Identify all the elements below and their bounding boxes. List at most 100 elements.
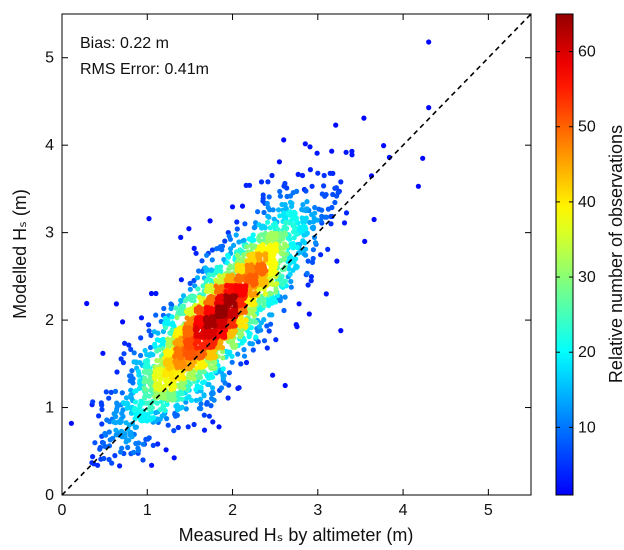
data-point	[207, 323, 213, 329]
data-point	[130, 380, 136, 386]
data-point	[211, 397, 217, 403]
data-point	[219, 345, 226, 351]
data-point	[174, 314, 180, 321]
data-point	[200, 380, 206, 386]
data-point	[234, 219, 240, 225]
y-axis: 0 1 2 3 4 5	[45, 50, 531, 504]
data-point	[210, 385, 216, 391]
plot-area-frame	[61, 13, 532, 496]
data-point	[234, 226, 240, 232]
data-point	[90, 454, 96, 460]
data-point	[307, 144, 313, 150]
data-point	[229, 359, 235, 365]
data-point	[140, 412, 146, 419]
data-point	[132, 406, 138, 412]
data-point	[118, 356, 124, 362]
data-point	[260, 192, 266, 198]
data-point	[292, 216, 298, 222]
data-point	[281, 307, 287, 314]
data-point	[137, 378, 143, 384]
data-point	[302, 240, 308, 246]
data-point	[257, 246, 263, 252]
x-tick-label: 2	[228, 502, 237, 519]
data-point	[251, 237, 257, 243]
data-point	[113, 432, 119, 438]
data-point	[200, 283, 206, 289]
data-point	[123, 439, 129, 445]
data-point	[300, 219, 306, 225]
colorbar-tick-label: 40	[578, 194, 596, 211]
data-point	[178, 234, 184, 240]
data-point	[103, 389, 109, 395]
data-point	[152, 383, 158, 389]
data-point	[162, 315, 168, 321]
data-point	[161, 338, 167, 344]
data-point	[265, 179, 271, 185]
data-point	[204, 306, 210, 312]
data-point	[198, 401, 204, 407]
data-point	[229, 353, 235, 359]
data-point	[278, 251, 285, 257]
data-point	[239, 203, 246, 209]
data-point	[146, 393, 152, 399]
data-point	[140, 457, 146, 463]
data-point	[315, 170, 321, 176]
data-point	[239, 322, 245, 329]
data-point	[168, 385, 174, 391]
data-point	[161, 406, 167, 412]
data-point	[218, 318, 224, 324]
data-point	[218, 385, 225, 391]
data-point	[230, 323, 236, 329]
data-point	[152, 368, 158, 374]
data-point	[288, 241, 294, 247]
data-point	[426, 105, 432, 111]
data-point	[294, 188, 300, 194]
data-point	[292, 224, 298, 231]
data-point	[138, 352, 144, 359]
data-point	[179, 309, 185, 315]
data-point	[225, 338, 231, 344]
data-point	[97, 446, 103, 452]
data-point	[208, 294, 214, 300]
data-point	[236, 385, 242, 391]
data-point	[136, 440, 142, 446]
data-point	[214, 296, 220, 302]
data-point	[144, 351, 150, 358]
data-point	[266, 232, 272, 238]
data-point	[293, 322, 299, 328]
x-tick-label: 5	[484, 502, 493, 519]
data-point	[322, 214, 328, 220]
data-point	[197, 396, 203, 402]
data-point	[300, 202, 306, 208]
data-point	[275, 226, 281, 233]
data-point	[187, 280, 193, 286]
data-point	[191, 277, 197, 284]
data-point	[191, 245, 197, 251]
data-point	[300, 223, 306, 229]
data-point	[266, 328, 272, 334]
data-point	[225, 252, 231, 258]
x-tick-label: 0	[58, 502, 67, 519]
data-point	[141, 417, 147, 423]
data-point	[122, 340, 128, 346]
data-point	[153, 290, 159, 297]
data-point	[150, 442, 156, 448]
data-point	[192, 283, 198, 289]
data-point	[173, 361, 179, 367]
data-point	[169, 327, 175, 333]
data-point	[157, 371, 163, 377]
data-point	[201, 427, 208, 433]
data-point	[172, 333, 178, 339]
data-point	[244, 244, 250, 250]
data-point	[146, 322, 152, 328]
data-point	[341, 220, 348, 226]
data-point	[216, 424, 222, 430]
data-point	[287, 236, 293, 242]
data-point	[191, 421, 197, 428]
data-point	[241, 353, 248, 359]
data-point	[247, 272, 253, 278]
data-point	[420, 155, 426, 161]
data-point	[312, 210, 318, 216]
data-point	[183, 406, 189, 412]
data-point	[426, 39, 432, 45]
